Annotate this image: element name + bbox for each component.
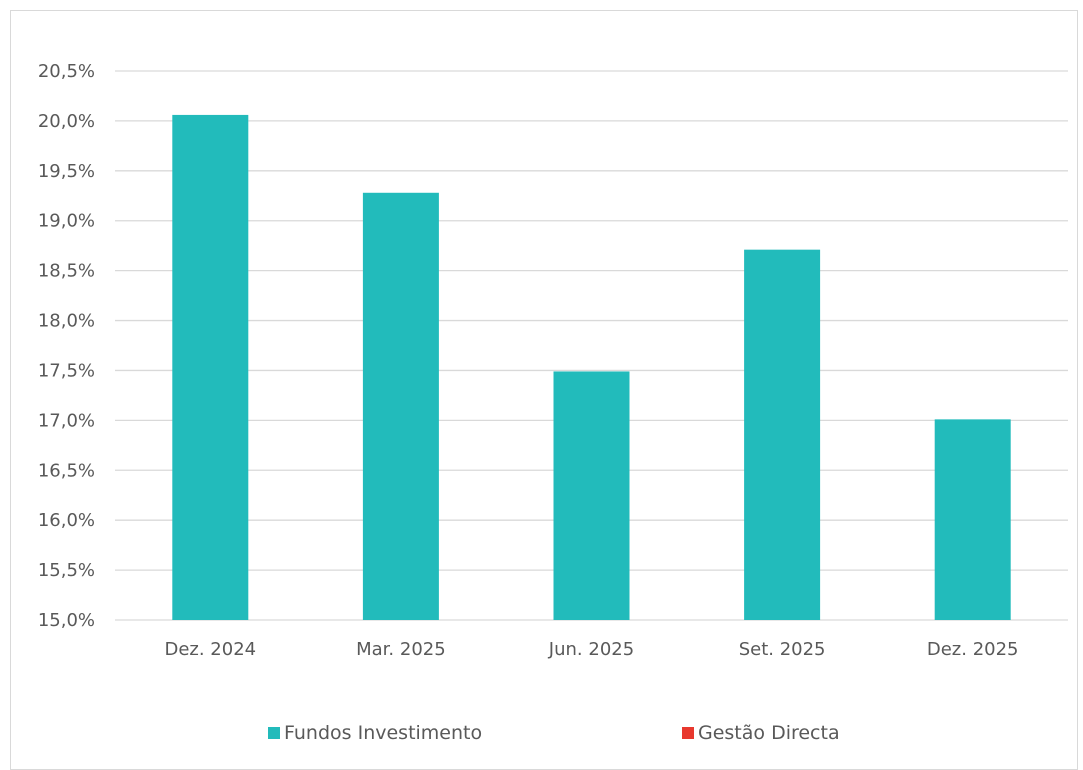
x-tick-label: Dez. 2025 bbox=[927, 639, 1019, 660]
legend-item-fundos-investimento: Fundos Investimento bbox=[268, 722, 482, 744]
y-tick-label: 15,0% bbox=[38, 610, 95, 631]
bar bbox=[362, 192, 439, 620]
y-tick-label: 20,5% bbox=[38, 61, 95, 82]
bar-chart: 15,0% 15,5% 16,0% 16,5% 17,0% 17,5% 18,0% 18,5%… bbox=[38, 61, 1068, 660]
legend-swatch-fundos-investimento bbox=[268, 727, 280, 739]
x-tick-label: Jun. 2025 bbox=[548, 639, 634, 660]
y-tick-label: 20,0% bbox=[38, 111, 95, 132]
gridlines bbox=[115, 70, 1068, 621]
x-axis: Dez. 2024 Mar. 2025 Jun. 2025 Set. 2025 Dez.… bbox=[164, 639, 1018, 660]
x-tick-label: Dez. 2024 bbox=[164, 639, 256, 660]
y-tick-label: 18,5% bbox=[38, 261, 95, 282]
x-tick-label: Mar. 2025 bbox=[356, 639, 446, 660]
y-tick-label: 15,5% bbox=[38, 560, 95, 581]
y-tick-label: 17,0% bbox=[38, 410, 95, 431]
legend-label-gestao-directa: Gestão Directa bbox=[698, 722, 840, 744]
y-tick-label: 16,0% bbox=[38, 510, 95, 531]
legend-label-fundos-investimento: Fundos Investimento bbox=[284, 722, 483, 744]
y-tick-label: 18,0% bbox=[38, 311, 95, 332]
bar bbox=[172, 114, 249, 621]
bar bbox=[553, 371, 630, 620]
y-tick-label: 19,5% bbox=[38, 161, 95, 182]
bar bbox=[744, 249, 821, 620]
bar bbox=[934, 419, 1011, 620]
y-tick-label: 16,5% bbox=[38, 460, 95, 481]
legend-item-gestao-directa: Gestão Directa bbox=[682, 722, 840, 744]
y-tick-label: 19,0% bbox=[38, 211, 95, 232]
legend-swatch-gestao-directa bbox=[682, 727, 694, 739]
legend: Fundos Investimento Gestão Directa bbox=[0, 722, 1083, 746]
x-tick-label: Set. 2025 bbox=[739, 639, 826, 660]
y-axis: 15,0% 15,5% 16,0% 16,5% 17,0% 17,5% 18,0% 18,5%… bbox=[38, 61, 95, 631]
y-tick-label: 17,5% bbox=[38, 360, 95, 381]
bars bbox=[172, 114, 1011, 621]
